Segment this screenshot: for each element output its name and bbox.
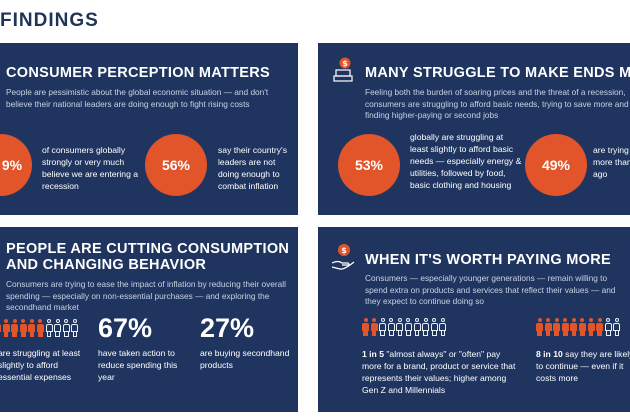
person-icon [413,318,421,336]
stat-text: globally are struggling at least slightl… [410,132,522,190]
person-icon [36,319,44,337]
person-icon [387,318,395,336]
person-icon [0,319,1,337]
stat-bold: 8 in 10 [536,349,563,359]
stat-value: 67% [98,313,153,343]
person-icon [578,318,586,336]
person-icon [362,318,369,336]
person-icon [587,318,595,336]
stat-circle: 56% [145,134,207,196]
stat-text: say their country's leaders are not doin… [218,145,287,191]
stat-text: 1 in 5 "almost always" or "often" pay mo… [362,348,522,396]
panel-title-line1: PEOPLE ARE CUTTING CONSUMPTION [6,241,290,257]
stat-value: 27% [200,313,255,343]
stat-bold: 1 in 5 [362,349,384,359]
panel-title: MANY STRUGGLE TO MAKE ENDS MEET [365,65,630,81]
stat-circle: 49% [525,134,587,196]
people-pictogram [0,319,79,337]
person-icon [2,319,10,337]
person-icon [553,318,561,336]
person-icon [45,319,53,337]
person-icon [19,319,27,337]
panel-subtitle: Consumers are trying to ease the impact … [6,279,286,312]
panel-title-line2: AND CHANGING BEHAVIOR [6,257,207,273]
person-icon [422,318,430,336]
person-icon [11,319,19,337]
panel-subtitle: People are pessimistic about the global … [6,87,269,109]
person-icon [54,319,62,337]
person-icon [561,318,569,336]
person-icon [613,318,621,336]
hand-coin-icon: $ [331,244,355,270]
person-icon [28,319,36,337]
svg-text:$: $ [342,59,348,68]
person-icon [404,318,412,336]
stat-circle: 9% [0,134,32,196]
panel-subtitle: Feeling both the burden of soaring price… [365,87,629,120]
person-icon [570,318,578,336]
stat-text: of consumers globally strongly or very m… [42,145,139,191]
panel-title: WHEN IT'S WORTH PAYING MORE [365,252,611,268]
stat-text: are buying secondhand products [200,348,290,370]
stat-text: have taken action to reduce spending thi… [98,348,178,382]
cash-register-icon: $ [333,57,353,82]
person-icon [379,318,387,336]
stat-text: are struggling at least slightly to affo… [0,348,81,382]
person-icon [430,318,438,336]
people-pictogram [536,318,621,336]
people-pictogram [362,318,447,336]
stat-circle: 53% [338,134,400,196]
panel-struggle: $ MANY STRUGGLE TO MAKE ENDS MEET Feelin… [318,43,630,215]
person-icon [62,319,70,337]
panel-consumer-perception: CONSUMER PERCEPTION MATTERS People are p… [0,43,298,215]
svg-text:$: $ [341,246,347,255]
person-icon [396,318,404,336]
person-icon [604,318,612,336]
panel-subtitle: Consumers — especially younger generatio… [365,273,616,306]
panel-cutting-consumption: PEOPLE ARE CUTTING CONSUMPTION AND CHANG… [0,227,298,412]
person-icon [370,318,378,336]
person-icon [544,318,552,336]
stat-text: 8 in 10 say they are likely to continue … [536,348,630,384]
stat-text: are trying to save more than a year ago [593,145,630,179]
panel-paying-more: $ WHEN IT'S WORTH PAYING MORE Consumers … [318,227,630,412]
stat-body: "almost always" or "often" pay more for … [362,349,516,395]
page-title: FINDINGS [0,10,99,31]
stat-body: say they are likely to continue — even i… [536,349,630,383]
person-icon [439,318,447,336]
person-icon [536,318,543,336]
person-icon [596,318,604,336]
person-icon [71,319,79,337]
panel-title: CONSUMER PERCEPTION MATTERS [6,65,271,81]
